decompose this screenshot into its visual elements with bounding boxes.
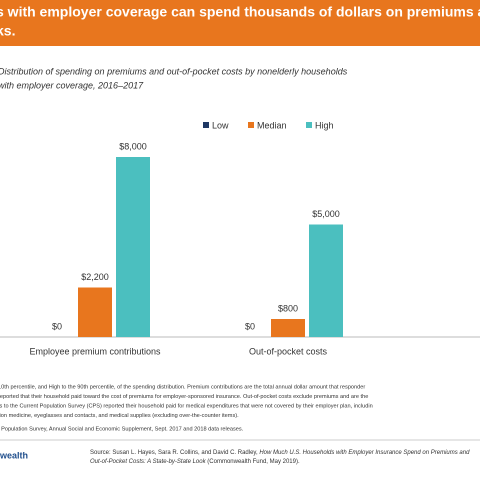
data-label: $5,000 (312, 209, 340, 219)
x-tick-label: Employee premium contributions (29, 346, 161, 356)
source-part: (Commonwealth Fund, May 2019). (206, 459, 300, 465)
note: ts to the Current Population Survey (CPS… (0, 403, 373, 409)
legend-swatch (203, 122, 209, 128)
header-title: s with employer coverage can spend thous… (0, 4, 480, 20)
data-label: $0 (52, 321, 62, 331)
legend-label: Low (212, 120, 229, 130)
legend-swatch (248, 122, 254, 128)
bar (116, 157, 150, 337)
bar (271, 319, 305, 337)
data-label: $800 (278, 303, 298, 313)
bar (309, 224, 343, 337)
legend-label: High (315, 120, 334, 130)
source-part: Out-of-Pocket Costs: A State-by-State Lo… (90, 459, 207, 465)
note: t Population Survey, Annual Social and E… (0, 426, 244, 432)
chart-subtitle: Distribution of spending on premiums and… (0, 66, 348, 76)
header-band (0, 0, 480, 46)
source: Source: Susan L. Hayes, Sara R. Collins,… (90, 450, 470, 456)
header-title: ks. (0, 23, 15, 39)
legend-label: Median (257, 120, 287, 130)
source: Out-of-Pocket Costs: A State-by-State Lo… (90, 459, 300, 465)
bar (78, 287, 112, 337)
data-label: $8,000 (119, 141, 147, 151)
data-label: $0 (245, 321, 255, 331)
data-label: $2,200 (81, 272, 109, 282)
note: reported that their household paid towar… (0, 394, 368, 400)
source-part: Source: Susan L. Hayes, Sara R. Collins,… (90, 450, 259, 456)
note: tion medicine, eyeglasses and contacts, … (0, 413, 239, 419)
logo: wealth (0, 450, 28, 460)
x-tick-label: Out-of-pocket costs (249, 346, 328, 356)
chart-subtitle: with employer coverage, 2016–2017 (0, 80, 144, 90)
note: 10th percentile, and High to the 90th pe… (0, 384, 365, 390)
source-part: How Much U.S. Households with Employer I… (259, 450, 470, 456)
legend-swatch (306, 122, 312, 128)
